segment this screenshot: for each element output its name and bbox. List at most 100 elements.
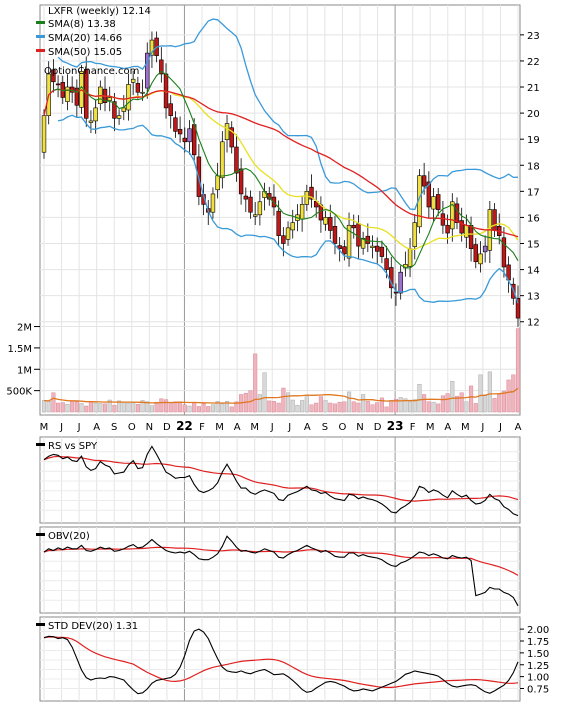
volume-bar <box>515 328 521 413</box>
panel-average-line <box>43 455 519 502</box>
candle-body <box>309 186 314 200</box>
volume-bar <box>464 401 469 413</box>
candle-body <box>51 69 56 83</box>
candle-body <box>393 291 399 294</box>
x-tick-label: 22 <box>176 419 193 433</box>
volume-bar <box>131 402 136 413</box>
volume-bar <box>337 401 342 413</box>
candle-body <box>482 245 488 253</box>
candle-body <box>492 209 497 231</box>
x-tick-label: J <box>59 422 63 433</box>
volume-bar <box>483 395 488 413</box>
candle-body <box>468 224 474 250</box>
x-tick-label: J <box>287 422 291 433</box>
legend-sma50-label: SMA(50) 15.05 <box>48 47 122 58</box>
candle-body <box>323 217 328 225</box>
candle-body <box>454 203 460 223</box>
price-tick-label: 12 <box>527 318 540 329</box>
volume-bar <box>117 400 122 413</box>
volume-bar <box>497 394 502 413</box>
panel-value-line <box>43 628 519 695</box>
volume-bar <box>281 387 286 413</box>
volume-bar <box>506 379 511 413</box>
candle-body <box>41 115 47 153</box>
volume-bar <box>253 353 258 413</box>
x-tick-label: N <box>356 422 363 433</box>
candle-body <box>285 227 291 240</box>
candle-body <box>375 245 380 252</box>
stddev-tick-label: 1.00 <box>527 673 549 684</box>
chart-title: LXFR (weekly) 12.14 <box>48 6 151 17</box>
price-tick-label: 22 <box>527 57 540 68</box>
volume-bar <box>257 394 262 413</box>
volume-bar <box>318 396 323 413</box>
volume-bar <box>412 399 417 413</box>
volume-bar <box>173 401 178 413</box>
volume-bar <box>342 401 347 413</box>
x-tick-label: 23 <box>387 419 404 433</box>
panel-value-line <box>43 445 519 517</box>
candle-body <box>342 246 347 255</box>
volume-average-line <box>43 387 519 404</box>
x-tick-label: A <box>515 422 522 433</box>
volume-bar <box>511 374 516 413</box>
candle-body <box>445 224 450 234</box>
volume-bar <box>403 398 408 413</box>
candle-body <box>515 297 521 319</box>
candle-body <box>370 245 375 248</box>
stddev-tick-label: 1.75 <box>527 637 549 648</box>
candle-body <box>173 117 178 132</box>
candle-body <box>436 194 441 210</box>
candle-body <box>243 195 249 200</box>
candle-body <box>365 235 371 244</box>
volume-bar <box>60 402 65 413</box>
volume-tick-label: 1M <box>17 365 32 376</box>
candle-body <box>135 83 141 93</box>
volume-bar <box>234 401 239 413</box>
stddev-swatch <box>36 623 45 626</box>
rs-title: RS vs SPY <box>36 441 98 452</box>
candle-body <box>421 175 427 187</box>
volume-tick-label: 1.5M <box>7 344 32 355</box>
rs-swatch <box>36 443 45 446</box>
volume-tick-label: 2M <box>17 323 32 334</box>
volume-bar <box>271 401 277 413</box>
volume-bar <box>41 400 47 413</box>
candle-body <box>182 137 187 143</box>
volume-bar <box>201 403 206 413</box>
price-tick-label: 21 <box>527 83 540 94</box>
candle-body <box>384 258 389 270</box>
candle-body <box>145 52 150 89</box>
x-tick-label: J <box>77 422 81 433</box>
price-tick-label: 16 <box>527 213 540 224</box>
volume-bar <box>70 400 75 413</box>
volume-bar <box>408 401 413 413</box>
legend-sma8-label: SMA(8) 13.38 <box>48 19 116 30</box>
volume-bar <box>84 405 89 413</box>
candle-body <box>187 128 192 143</box>
volume-bar <box>262 372 267 413</box>
volume-bar <box>290 399 295 413</box>
candle-body <box>215 175 220 191</box>
candle-body <box>356 223 361 247</box>
volume-bar <box>107 399 112 413</box>
volume-bar <box>309 404 314 413</box>
volume-bar <box>163 399 169 413</box>
x-tick-label: N <box>146 422 153 433</box>
volume-bar <box>440 395 445 413</box>
candle-body <box>116 115 122 119</box>
obv-swatch <box>36 533 45 536</box>
x-tick-label: M <box>250 422 259 433</box>
volume-bar <box>426 401 431 413</box>
price-layer <box>41 31 521 327</box>
volume-bar <box>126 402 131 413</box>
x-tick-label: A <box>444 422 451 433</box>
candle-body <box>220 141 225 179</box>
x-tick-label: O <box>128 422 136 433</box>
bollinger-lower-line <box>57 114 519 304</box>
volume-bar <box>135 404 140 413</box>
candle-body <box>459 220 464 234</box>
candle-body <box>229 127 234 148</box>
x-tick-label: D <box>374 422 382 433</box>
volume-bar <box>145 401 150 413</box>
